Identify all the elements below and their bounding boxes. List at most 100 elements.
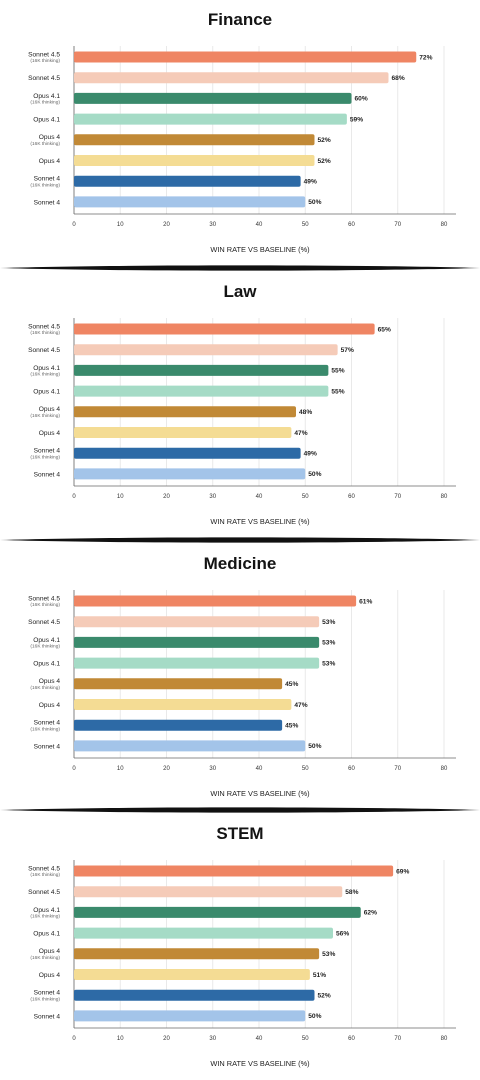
chart-panel-law: Law 0 10 20 30 40 50 60 70 80 65% Sonnet 4.5 (16K t… — [0, 272, 480, 534]
bar — [74, 906, 361, 918]
bar-value-label: 49% — [304, 451, 317, 458]
bar-value-label: 60% — [355, 96, 368, 103]
category-sublabel: (16K thinking) — [30, 141, 60, 147]
x-tick-label: 60 — [348, 494, 355, 500]
bar-value-label: 45% — [285, 681, 298, 688]
category-label: Opus 4 — [39, 972, 61, 979]
bar — [74, 468, 306, 480]
x-tick-label: 50 — [302, 1036, 309, 1042]
bar — [74, 113, 347, 125]
bar-value-label: 47% — [294, 430, 307, 437]
x-tick-label: 0 — [72, 766, 76, 772]
bar — [74, 323, 375, 335]
category-sublabel: (16K thinking) — [30, 58, 60, 64]
bar — [74, 427, 292, 438]
bar — [74, 719, 283, 731]
category-label: Opus 4 — [39, 134, 61, 141]
category-sublabel: (16K thinking) — [30, 685, 60, 691]
x-tick-label: 20 — [163, 1036, 170, 1042]
bar-value-label: 50% — [308, 743, 321, 750]
bar-value-label: 65% — [378, 326, 391, 333]
category-label: Sonnet 4.5 — [28, 619, 60, 626]
category-sublabel: (16K thinking) — [30, 602, 60, 608]
bar-value-label: 53% — [322, 619, 335, 626]
bar — [74, 385, 329, 397]
bar-value-label: 52% — [318, 993, 331, 1000]
bar-value-label: 57% — [341, 347, 354, 354]
x-tick-label: 10 — [117, 766, 124, 772]
bar-value-label: 59% — [350, 116, 363, 123]
bar-value-label: 52% — [318, 137, 331, 144]
bar-value-label: 62% — [364, 910, 377, 917]
bar — [74, 657, 320, 669]
x-tick-label: 30 — [209, 766, 216, 772]
bar — [74, 969, 310, 980]
bar — [74, 447, 301, 459]
chart-title: STEM — [216, 824, 264, 843]
category-label: Sonnet 4.5 — [28, 865, 60, 872]
bar-value-label: 45% — [285, 723, 298, 730]
bar — [74, 155, 315, 166]
bar — [74, 886, 343, 898]
x-axis-label: WIN RATE VS BASELINE (%) — [210, 1059, 309, 1068]
bar-value-label: 47% — [294, 702, 307, 709]
x-tick-label: 0 — [72, 222, 76, 228]
bar-value-label: 53% — [322, 660, 335, 667]
panel-divider — [0, 265, 480, 271]
x-tick-label: 80 — [441, 222, 448, 228]
bar-value-label: 68% — [392, 75, 405, 82]
x-axis-label: WIN RATE VS BASELINE (%) — [210, 245, 309, 254]
chart-title: Medicine — [203, 554, 277, 573]
bar-value-label: 61% — [359, 598, 372, 605]
category-sublabel: (16K thinking) — [30, 413, 60, 419]
x-tick-label: 70 — [394, 766, 401, 772]
bar-value-label: 48% — [299, 409, 312, 416]
bar — [74, 595, 357, 607]
bar-value-label: 72% — [419, 54, 432, 61]
x-tick-label: 30 — [209, 494, 216, 500]
bar-value-label: 53% — [322, 951, 335, 958]
bar — [74, 989, 315, 1001]
category-sublabel: (16K thinking) — [30, 726, 60, 732]
category-label: Opus 4 — [39, 158, 61, 165]
bar — [74, 51, 417, 63]
x-tick-label: 50 — [302, 222, 309, 228]
bar — [74, 134, 315, 146]
x-tick-label: 20 — [163, 494, 170, 500]
bar-value-label: 50% — [308, 199, 321, 206]
category-label: Opus 4.1 — [33, 365, 60, 372]
category-sublabel: (16K thinking) — [30, 100, 60, 106]
x-axis-label: WIN RATE VS BASELINE (%) — [210, 789, 309, 798]
x-tick-label: 40 — [256, 222, 263, 228]
category-label: Opus 4.1 — [33, 661, 60, 668]
category-label: Opus 4.1 — [33, 907, 60, 914]
bar — [74, 699, 292, 710]
bar-value-label: 53% — [322, 640, 335, 647]
x-tick-label: 10 — [117, 1036, 124, 1042]
x-tick-label: 80 — [441, 494, 448, 500]
x-tick-label: 40 — [256, 1036, 263, 1042]
bar — [74, 1010, 306, 1022]
bar — [74, 406, 296, 418]
category-label: Sonnet 4 — [34, 1013, 61, 1020]
bar — [74, 72, 389, 84]
bar — [74, 616, 320, 628]
x-tick-label: 70 — [394, 222, 401, 228]
category-sublabel: (16K thinking) — [30, 914, 60, 920]
category-label: Sonnet 4 — [34, 199, 61, 206]
bar-value-label: 55% — [331, 368, 344, 375]
bar — [74, 175, 301, 187]
x-tick-label: 60 — [348, 766, 355, 772]
category-label: Opus 4 — [39, 678, 61, 685]
category-label: Sonnet 4 — [34, 743, 61, 750]
category-sublabel: (16K thinking) — [30, 454, 60, 460]
category-sublabel: (16K thinking) — [30, 182, 60, 188]
category-label: Sonnet 4 — [34, 720, 61, 727]
chart-panel-finance: Finance 0 10 20 30 40 50 60 70 80 72% Sonnet 4.5 (1… — [0, 0, 480, 262]
category-label: Opus 4.1 — [33, 637, 60, 644]
category-label: Sonnet 4 — [34, 176, 61, 183]
category-label: Sonnet 4.5 — [28, 75, 60, 82]
x-tick-label: 20 — [163, 222, 170, 228]
x-tick-label: 50 — [302, 494, 309, 500]
